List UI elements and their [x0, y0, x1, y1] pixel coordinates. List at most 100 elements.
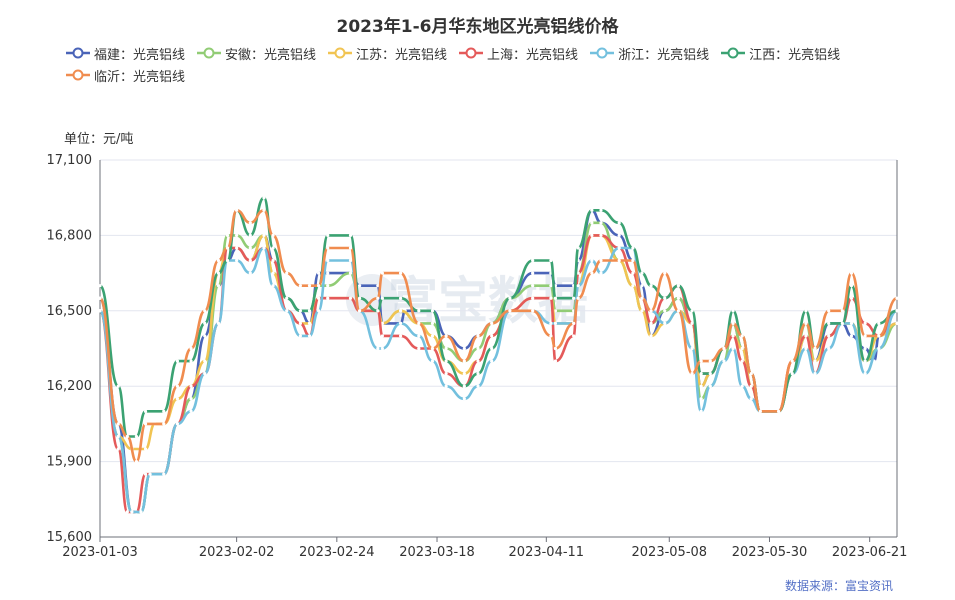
data-point	[731, 321, 735, 325]
data-point	[317, 284, 321, 288]
data-point	[143, 472, 148, 476]
legend-item-0[interactable]: 福建：光亮铝线	[66, 42, 185, 64]
series-line-4	[98, 246, 898, 514]
data-point	[840, 309, 844, 313]
data-point	[631, 246, 635, 250]
legend-item-1[interactable]: 安徽：光亮铝线	[197, 42, 316, 64]
data-point	[599, 271, 603, 275]
data-point	[640, 309, 644, 313]
data-point	[298, 284, 302, 288]
data-point	[98, 309, 102, 313]
data-point	[307, 334, 312, 338]
x-tick-label: 2023-05-30	[732, 545, 808, 560]
data-point	[640, 271, 644, 275]
series-line-0	[98, 209, 898, 514]
data-point	[116, 447, 120, 451]
data-point	[476, 384, 480, 388]
data-point	[175, 359, 180, 363]
legend-item-4[interactable]: 浙江：光亮铝线	[590, 42, 709, 64]
data-point	[731, 334, 735, 338]
data-point	[326, 271, 330, 275]
data-point	[285, 309, 289, 313]
data-point	[262, 196, 266, 200]
data-point	[357, 309, 362, 313]
data-point	[790, 372, 794, 376]
data-point	[731, 346, 735, 351]
data-point	[740, 346, 744, 351]
data-point	[553, 321, 558, 325]
data-point	[827, 346, 831, 351]
data-point	[617, 258, 621, 263]
data-point	[248, 246, 252, 250]
legend-label: 福建：光亮铝线	[94, 47, 186, 63]
chart-legend[interactable]: 福建：光亮铝线 安徽：光亮铝线 江苏：光亮铝线 上海：光亮铝线 浙江：光亮铝线 江西：光亮…	[66, 42, 926, 86]
data-point	[462, 397, 466, 401]
data-point	[376, 346, 380, 351]
data-point	[576, 246, 580, 250]
data-point	[749, 397, 753, 401]
data-point	[813, 346, 817, 351]
data-point	[553, 309, 558, 313]
data-point	[590, 258, 594, 263]
data-point	[326, 296, 330, 300]
data-point	[590, 233, 594, 237]
data-point	[225, 233, 230, 237]
data-point	[490, 346, 494, 351]
data-point	[348, 233, 353, 237]
data-point	[758, 409, 762, 413]
data-point	[631, 271, 635, 275]
legend-item-3[interactable]: 上海：光亮铝线	[459, 42, 578, 64]
data-point	[175, 422, 180, 426]
data-point	[849, 334, 854, 338]
legend-label: 江西：光亮铝线	[749, 47, 841, 63]
data-point	[317, 271, 321, 275]
data-point	[863, 321, 867, 325]
data-point	[225, 246, 230, 250]
data-point	[262, 233, 266, 237]
data-point	[444, 346, 448, 351]
data-point	[849, 296, 854, 300]
data-point	[576, 284, 580, 288]
legend-label: 浙江：光亮铝线	[618, 47, 710, 63]
data-point	[749, 384, 753, 388]
series-line-1	[98, 221, 898, 514]
data-point	[262, 246, 266, 250]
x-tick-label: 2023-06-21	[832, 545, 908, 560]
legend-item-5[interactable]: 江西：光亮铝线	[721, 42, 840, 64]
data-point	[248, 258, 252, 263]
data-point	[740, 359, 744, 363]
data-point	[225, 258, 230, 263]
data-point	[699, 372, 703, 376]
data-point	[827, 334, 831, 338]
data-point	[631, 258, 635, 263]
data-point	[462, 384, 466, 388]
data-point	[722, 346, 726, 351]
legend-marker-icon	[66, 69, 90, 81]
data-point	[271, 258, 275, 263]
data-point	[134, 460, 139, 464]
data-point	[690, 372, 694, 376]
data-point	[476, 346, 480, 351]
legend-marker-icon	[197, 47, 222, 59]
data-point	[731, 309, 735, 313]
data-point	[531, 284, 535, 288]
legend-item-6[interactable]: 临沂：光亮铝线	[66, 64, 185, 86]
data-point	[663, 271, 667, 275]
data-point	[326, 284, 330, 288]
data-point	[740, 384, 744, 388]
data-point	[895, 309, 899, 313]
data-point	[134, 434, 139, 439]
data-point	[863, 372, 867, 376]
data-point	[444, 359, 448, 363]
data-point	[398, 309, 403, 313]
data-point	[617, 233, 621, 237]
data-point	[248, 233, 252, 237]
y-tick-label: 16,200	[47, 379, 93, 394]
data-point	[849, 321, 854, 325]
data-point	[307, 284, 312, 288]
legend-item-2[interactable]: 江苏：光亮铝线	[328, 42, 447, 64]
data-point	[549, 284, 553, 288]
data-point	[576, 296, 580, 300]
data-point	[572, 321, 576, 325]
data-point	[143, 422, 148, 426]
